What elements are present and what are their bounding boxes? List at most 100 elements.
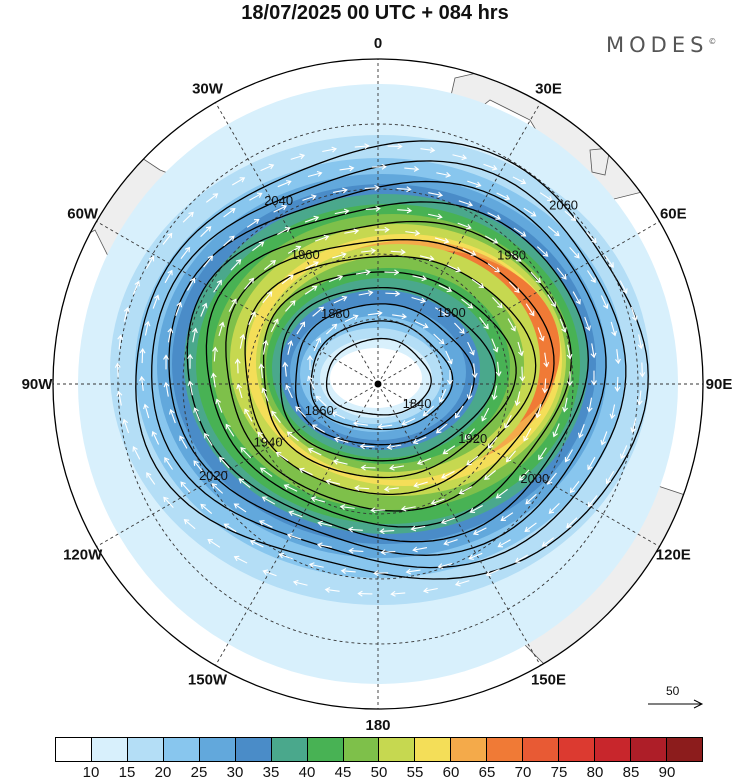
wind-arrow [383,486,399,493]
wind-arrow [260,163,275,172]
colorbar-tick-label: 85 [622,764,640,781]
wind-arrow [587,456,596,471]
wind-arrow [180,246,191,260]
wind-arrow [471,363,478,379]
wind-arrow [261,496,276,505]
wind-arrow [487,263,501,273]
wind-arrow [457,222,472,230]
wind-arrow [547,294,556,308]
wind-arrow [396,186,412,193]
wind-arrow [287,340,294,355]
wind-arrow [458,200,474,207]
longitude-label: 90W [22,376,54,393]
wind-arrow [163,496,174,509]
wind-arrow [467,341,475,356]
wind-arrow [637,334,644,350]
wind-arrow [295,406,306,418]
wind-arrow [352,420,368,427]
wind-arrow [536,246,549,257]
wind-arrow [569,246,580,259]
wind-arrow [614,376,621,392]
wind-arrow [347,526,363,533]
colorbar-box [666,738,702,761]
map-title: 18/07/2025 00 UTC + 084 hrs [241,2,509,24]
wind-arrow [302,194,317,201]
wind-arrow [210,372,217,388]
wind-arrow [223,235,235,247]
wind-arrow [270,318,279,333]
wind-arrow [485,568,500,577]
polar-map: 1840 1860 1880 1900 1920 1940 1960 1980 2000 2020… [22,35,733,730]
wind-arrow [258,363,265,379]
colorbar-box [56,738,92,761]
wind-arrow [587,495,598,508]
wind-arrow [163,381,170,397]
wind-arrow [143,403,150,419]
wind-arrow [225,423,235,437]
wind-arrow [179,435,188,449]
reference-vector-value: 50 [666,684,680,698]
wind-arrow [422,405,435,417]
wind-arrow [325,478,341,485]
wind-arrow [566,371,573,387]
wind-arrow [566,517,578,529]
wind-arrow [288,510,303,518]
longitude-label: 150E [531,671,566,688]
brand-mark: © [708,37,717,46]
meridian-line [377,383,660,547]
colorbar-box [415,738,452,761]
wind-arrow [466,455,479,466]
wind-arrow [132,446,141,460]
wind-arrow [151,430,160,445]
wind-arrow [187,277,196,291]
wind-arrow [569,480,580,494]
wind-arrow [590,370,597,386]
wind-arrow [122,418,130,434]
wind-arrow [325,323,338,335]
contour-label: 2000 [520,471,549,486]
wind-arrow [200,226,212,237]
height-contour-line [325,337,432,416]
wind-arrow [420,147,436,153]
wind-arrow [200,302,208,317]
wind-arrow [400,505,416,512]
wind-arrow [552,423,560,438]
colorbar-tick-label: 10 [82,764,100,781]
wind-arrow [471,278,485,289]
wind-arrow [447,370,453,386]
height-contour-line [151,160,627,569]
wind-arrow [292,579,308,586]
height-contour-line [279,286,497,462]
wind-arrow [434,237,450,244]
colorbar-box [127,738,164,761]
wind-arrow [513,227,527,237]
wind-arrow [548,503,560,514]
wind-arrow [410,525,426,532]
wind-arrow [262,569,277,577]
wind-arrow [472,527,487,536]
wind-arrow [162,232,173,245]
wind-arrow [252,241,265,252]
meridian-line [377,102,541,385]
height-contour-line [135,140,649,580]
colorbar-box [235,738,272,761]
wind-arrow [504,415,512,429]
wind-arrow [564,210,577,222]
wind-arrow [370,507,386,514]
wind-arrow [518,469,530,481]
wind-arrow [273,204,288,213]
wind-arrow [233,503,247,513]
colorbar-box [523,738,560,761]
wind-arrow [484,470,497,480]
wind-arrow [278,552,293,560]
wind-arrow [211,483,224,494]
wind-arrow [123,307,130,322]
wind-arrow [286,431,299,442]
colorbar-box [595,738,631,761]
wind-arrow [271,410,281,423]
wind-arrow [244,277,255,290]
colorbar-box [631,738,667,761]
wind-arrow [262,339,269,355]
wind-arrow [445,350,453,365]
wind-arrow [339,165,355,172]
